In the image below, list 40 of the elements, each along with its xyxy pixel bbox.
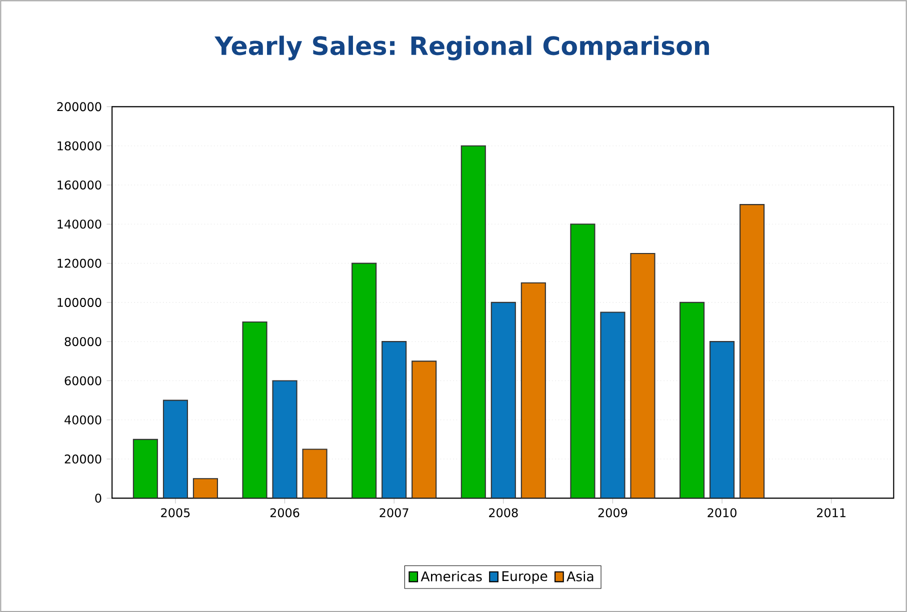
bar [740,204,765,498]
bar [242,321,268,498]
x-tick-label: 2009 [598,508,628,518]
y-tick-label: 0 [95,494,102,503]
bar [520,282,546,498]
bar [570,224,596,498]
x-tick-label: 2005 [161,508,190,518]
y-tick-label: 40000 [64,415,102,424]
bar [162,400,188,498]
y-tick-label: 160000 [58,180,102,190]
legend-label: Europe [502,571,548,584]
bar [412,360,437,498]
y-tick-label: 140000 [58,220,102,229]
y-tick-label: 180000 [58,141,102,150]
x-tick-label: 2007 [380,508,408,518]
bar [490,302,516,498]
y-tick-label: 200000 [57,102,102,112]
x-tick-label: 2011 [817,508,846,518]
x-tick-label: 2010 [708,508,736,518]
bar [192,478,218,498]
bar [272,380,298,498]
legend-label: Asia [566,570,594,582]
x-tick-label: 2006 [270,508,300,518]
bar [132,438,158,498]
y-tick-label: 60000 [64,376,102,386]
chart-title: Yearly Sales: Regional Comparison [214,36,709,60]
legend-label: Americas [420,570,482,582]
y-tick-label: 80000 [64,336,102,346]
bar [382,340,407,498]
y-tick-label: 120000 [58,258,102,268]
bar [630,252,656,498]
bar [302,448,328,498]
bar [460,145,486,498]
y-tick-label: 100000 [58,298,102,307]
x-tick-label: 2008 [489,508,518,518]
bar [352,262,377,498]
bar [600,312,626,498]
y-tick-label: 20000 [64,454,102,464]
bar [709,340,735,498]
bar [679,302,705,498]
